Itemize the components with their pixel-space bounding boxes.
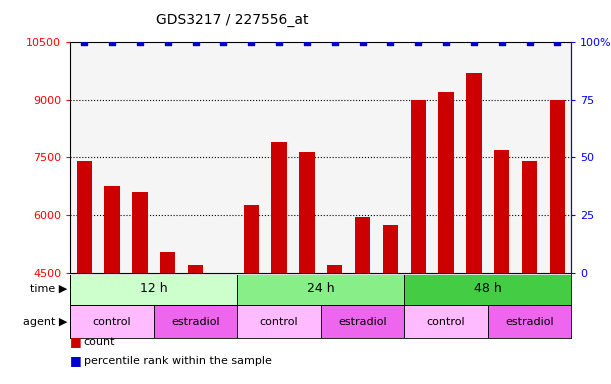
Bar	[299, 152, 315, 273]
Text: GDS3217 / 227556_at: GDS3217 / 227556_at	[156, 13, 309, 27]
Text: control: control	[93, 316, 131, 327]
Point	[441, 39, 451, 45]
Point	[413, 39, 423, 45]
Text: estradiol: estradiol	[171, 316, 220, 327]
Point	[163, 39, 172, 45]
Text: time ▶: time ▶	[30, 284, 67, 294]
Bar	[237, 273, 404, 305]
Bar	[522, 161, 537, 273]
Bar	[438, 92, 454, 273]
Text: control: control	[426, 316, 466, 327]
Point	[246, 39, 256, 45]
Bar	[494, 150, 510, 273]
Bar	[404, 305, 488, 338]
Bar	[237, 305, 321, 338]
Bar	[104, 186, 120, 273]
Bar	[70, 273, 237, 305]
Point	[497, 39, 507, 45]
Bar	[488, 305, 571, 338]
Point	[219, 39, 229, 45]
Point	[191, 39, 200, 45]
Bar	[404, 273, 571, 305]
Point	[469, 39, 479, 45]
Point	[357, 39, 367, 45]
Point	[386, 39, 395, 45]
Bar	[70, 305, 154, 338]
Bar	[188, 265, 203, 273]
Text: control: control	[260, 316, 298, 327]
Text: 12 h: 12 h	[140, 283, 167, 295]
Point	[274, 39, 284, 45]
Text: count: count	[84, 337, 115, 347]
Bar	[76, 161, 92, 273]
Point	[525, 39, 535, 45]
Bar	[321, 305, 404, 338]
Bar	[132, 192, 147, 273]
Point	[79, 39, 89, 45]
Point	[302, 39, 312, 45]
Bar	[382, 225, 398, 273]
Point	[135, 39, 145, 45]
Text: 48 h: 48 h	[474, 283, 502, 295]
Text: estradiol: estradiol	[338, 316, 387, 327]
Text: estradiol: estradiol	[505, 316, 554, 327]
Point	[552, 39, 562, 45]
Text: ■: ■	[70, 335, 82, 348]
Bar	[411, 100, 426, 273]
Bar	[154, 305, 237, 338]
Bar	[160, 252, 175, 273]
Bar	[327, 265, 342, 273]
Text: 24 h: 24 h	[307, 283, 335, 295]
Point	[330, 39, 340, 45]
Text: ■: ■	[70, 354, 82, 367]
Bar	[355, 217, 370, 273]
Point	[107, 39, 117, 45]
Text: percentile rank within the sample: percentile rank within the sample	[84, 356, 271, 366]
Bar	[271, 142, 287, 273]
Bar	[466, 73, 481, 273]
Bar	[244, 205, 259, 273]
Bar	[550, 100, 565, 273]
Text: agent ▶: agent ▶	[23, 316, 67, 327]
